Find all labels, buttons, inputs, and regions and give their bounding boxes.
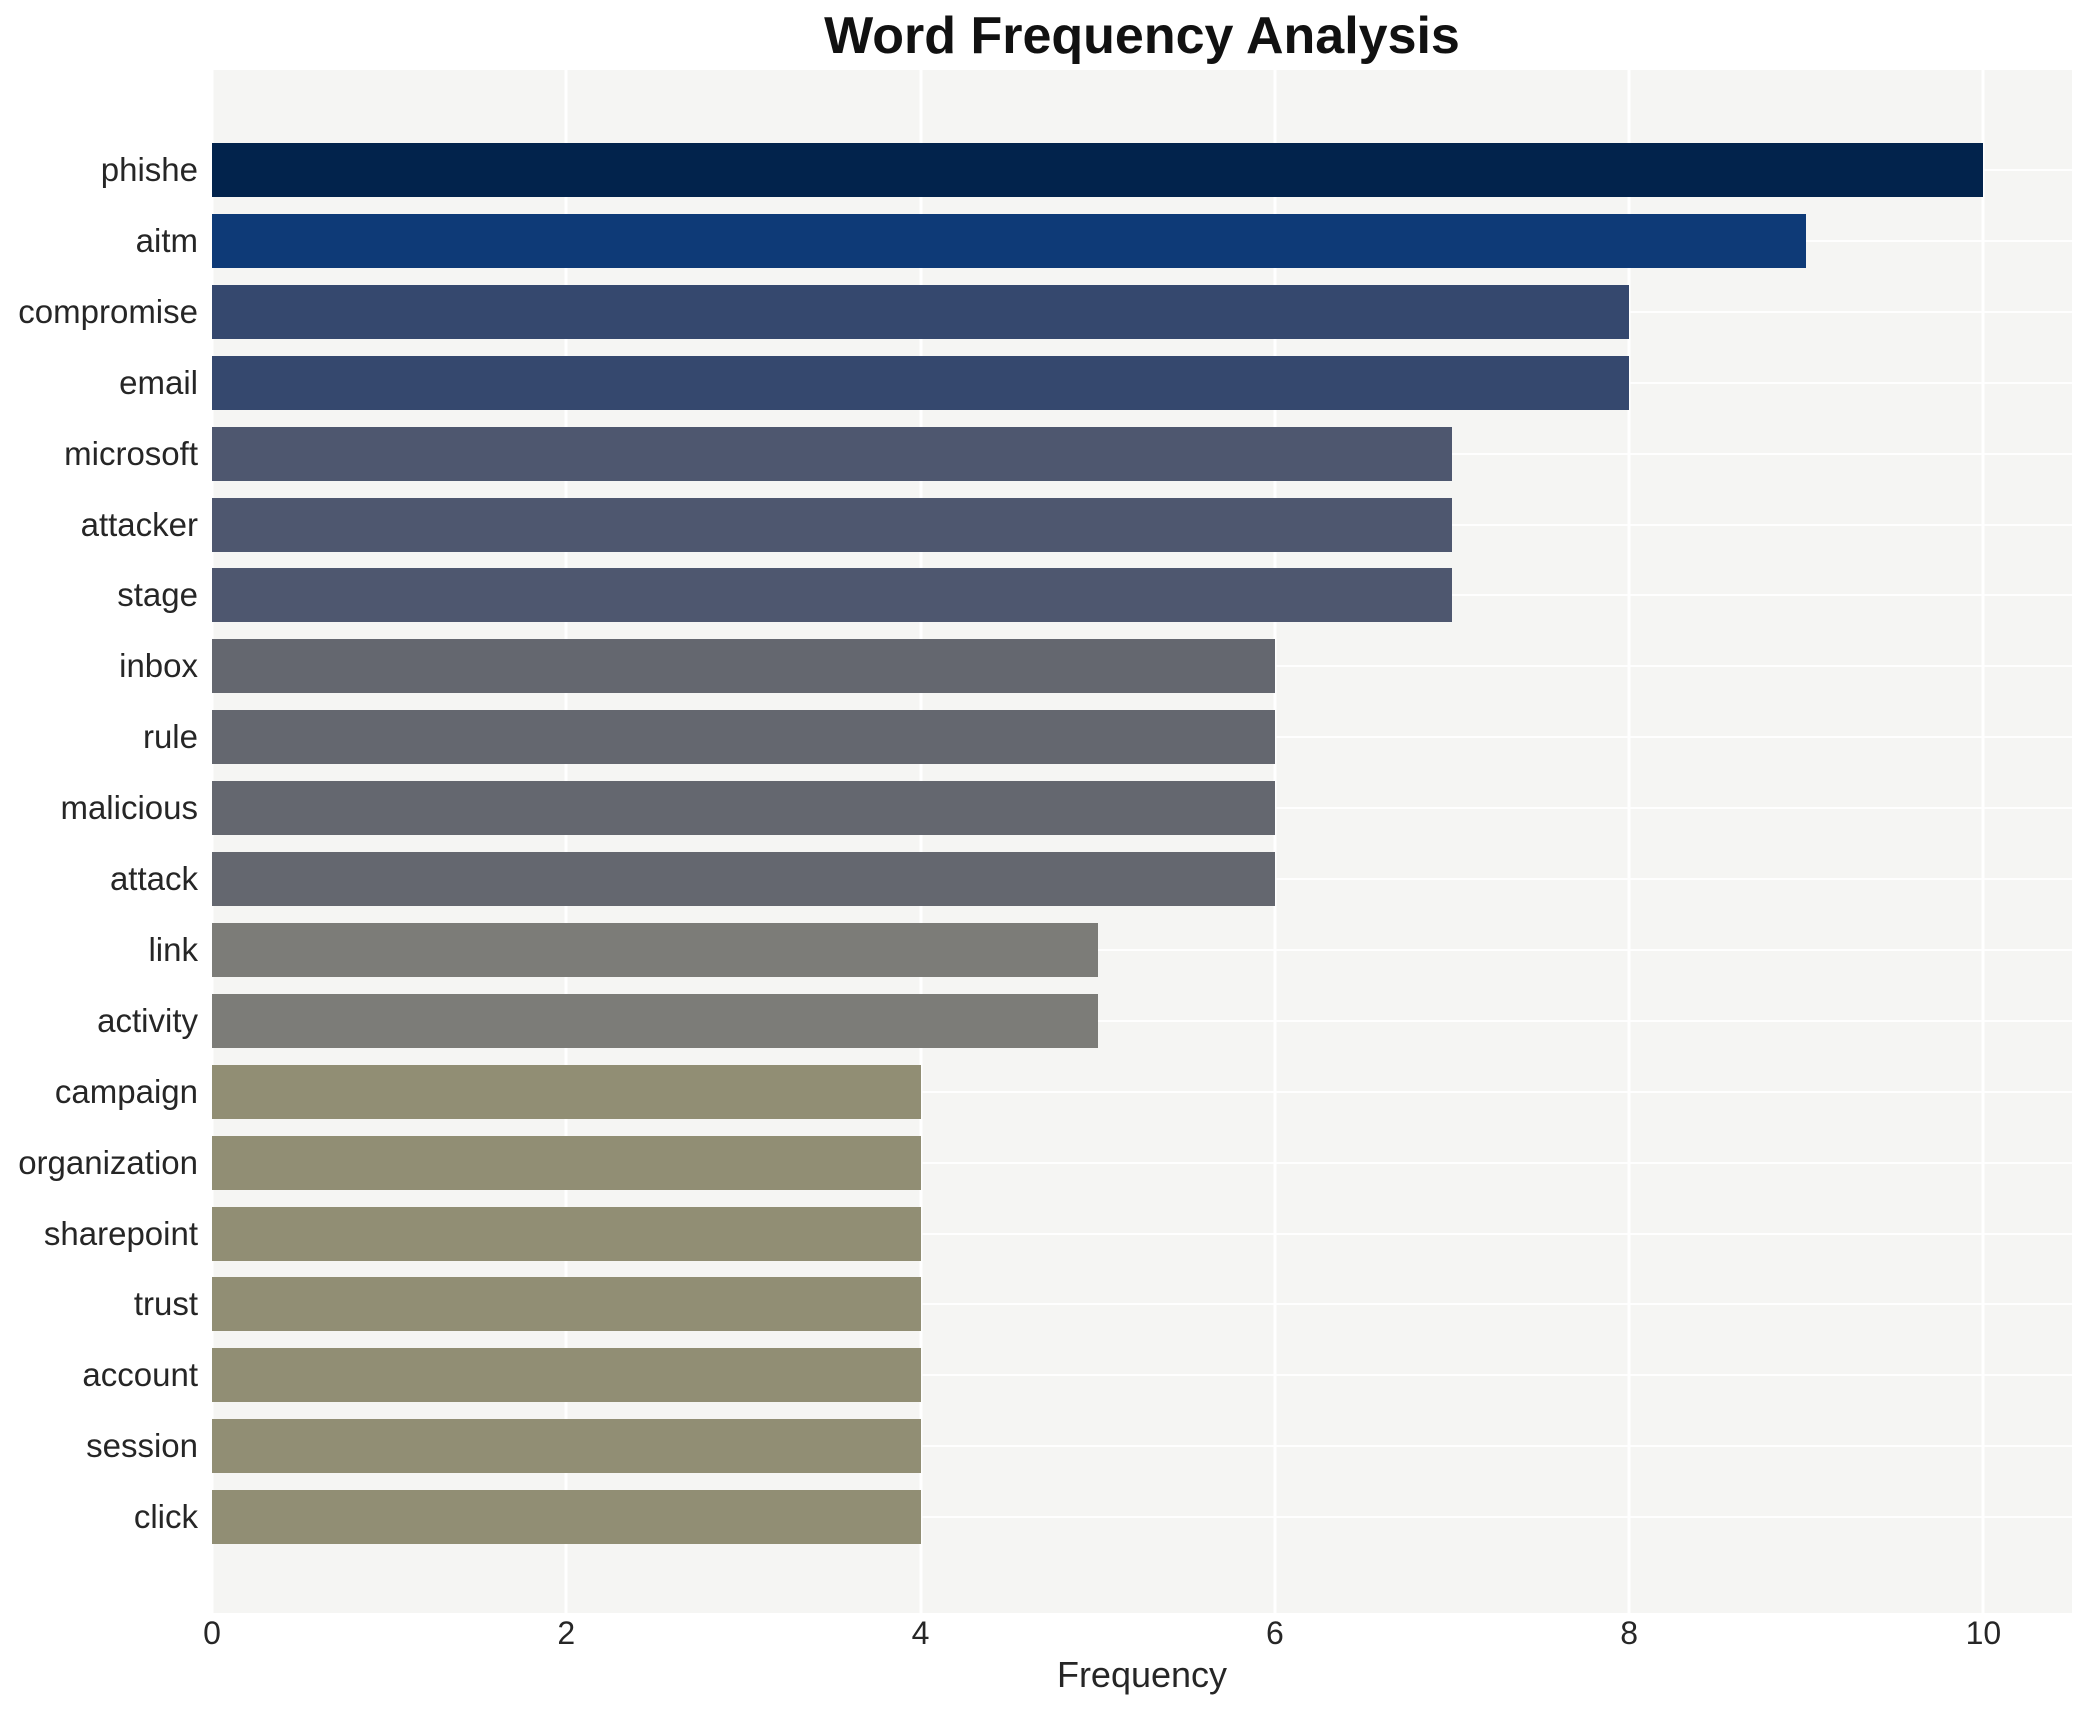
category-label-organization: organization bbox=[18, 1143, 198, 1181]
y-gridline bbox=[212, 1303, 2072, 1306]
category-label-link: link bbox=[148, 930, 198, 968]
x-gridline bbox=[1273, 70, 1277, 1613]
y-gridline bbox=[212, 1516, 2072, 1519]
bar-rule bbox=[212, 710, 1275, 765]
plot-area bbox=[210, 70, 2072, 1613]
category-label-click: click bbox=[133, 1498, 198, 1536]
x-gridline bbox=[919, 70, 923, 1613]
bar-sharepoint bbox=[212, 1206, 921, 1261]
bar-organization bbox=[212, 1135, 921, 1190]
category-label-sharepoint: sharepoint bbox=[43, 1214, 198, 1252]
x-tick-label-8: 8 bbox=[1620, 1615, 1639, 1651]
x-tick-label-10: 10 bbox=[1965, 1615, 2002, 1651]
bar-trust bbox=[212, 1277, 921, 1332]
y-gridline bbox=[212, 1090, 2072, 1093]
x-tick-label-2: 2 bbox=[557, 1615, 576, 1651]
bar-aitm bbox=[212, 213, 1807, 268]
x-tick-label-0: 0 bbox=[203, 1615, 221, 1651]
category-label-email: email bbox=[119, 363, 198, 401]
bar-campaign bbox=[212, 1064, 921, 1119]
category-label-attack: attack bbox=[109, 860, 198, 897]
bar-account bbox=[212, 1348, 921, 1403]
x-tick-label-6: 6 bbox=[1265, 1615, 1284, 1651]
y-gridline bbox=[212, 1374, 2072, 1377]
category-label-inbox: inbox bbox=[119, 647, 198, 685]
y-gridline bbox=[212, 948, 2072, 951]
category-label-rule: rule bbox=[142, 718, 198, 756]
bar-inbox bbox=[212, 639, 1275, 694]
category-label-campaign: campaign bbox=[54, 1072, 198, 1110]
category-label-activity: activity bbox=[97, 1001, 198, 1039]
bar-session bbox=[212, 1419, 921, 1474]
category-label-account: account bbox=[82, 1356, 198, 1394]
x-gridline bbox=[210, 70, 214, 1613]
category-label-compromise: compromise bbox=[18, 292, 198, 330]
y-gridline bbox=[212, 1232, 2072, 1235]
bar-compromise bbox=[212, 284, 1630, 339]
x-gridline bbox=[564, 70, 568, 1613]
bar-malicious bbox=[212, 781, 1275, 836]
x-gridline bbox=[1627, 70, 1631, 1613]
bar-email bbox=[212, 355, 1630, 410]
y-gridline bbox=[212, 1445, 2072, 1448]
bar-phishe bbox=[212, 143, 1984, 197]
category-label-stage: stage bbox=[117, 576, 198, 614]
x-tick-label-4: 4 bbox=[911, 1615, 930, 1651]
category-label-phishe: phishe bbox=[100, 151, 198, 188]
category-label-attacker: attacker bbox=[80, 505, 198, 543]
category-label-aitm: aitm bbox=[135, 221, 198, 259]
bar-link bbox=[212, 922, 1098, 977]
x-axis-title: Frequency bbox=[1056, 1654, 1228, 1695]
category-label-malicious: malicious bbox=[60, 789, 198, 827]
x-gridline bbox=[1981, 70, 1985, 1613]
bar-click bbox=[212, 1490, 921, 1545]
category-label-session: session bbox=[86, 1427, 198, 1465]
category-label-trust: trust bbox=[133, 1285, 198, 1323]
bar-attacker bbox=[212, 497, 1452, 552]
bar-attack bbox=[212, 852, 1275, 906]
bar-stage bbox=[212, 568, 1452, 623]
category-label-microsoft: microsoft bbox=[64, 434, 198, 472]
y-gridline bbox=[212, 1161, 2072, 1164]
bar-microsoft bbox=[212, 426, 1452, 481]
chart-title: Word Frequency Analysis bbox=[824, 7, 1460, 65]
bar-activity bbox=[212, 993, 1098, 1048]
y-gridline bbox=[212, 1019, 2072, 1022]
